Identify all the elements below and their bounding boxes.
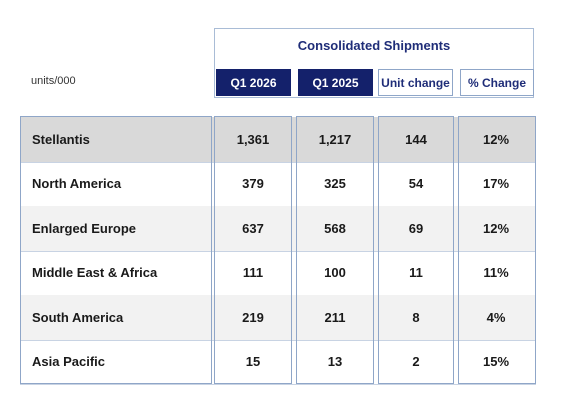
table-cell: 54 [408, 176, 424, 191]
table-cell: 637 [242, 220, 264, 236]
unit-change-column-frame [378, 116, 454, 384]
table-cell: 111 [242, 265, 264, 280]
table-cell: 11% [483, 265, 509, 280]
consolidated-shipments-header-box [214, 28, 534, 98]
table-cell: 4% [486, 309, 506, 325]
row-background [20, 295, 536, 340]
row-divider [20, 384, 536, 385]
consolidated-shipments-title: Consolidated Shipments [297, 38, 451, 53]
table-cell: 15 [245, 354, 261, 369]
table-row-label: Stellantis [32, 131, 90, 147]
table-cell: 1,361 [236, 131, 270, 147]
q1-2026-column-frame [214, 116, 292, 384]
row-background [20, 117, 536, 162]
table-cell: 325 [324, 176, 346, 191]
table-cell: 8 [412, 309, 420, 325]
table-cell: 379 [242, 176, 264, 191]
table-cell: 13 [327, 354, 343, 369]
table-row-label: South America [32, 309, 124, 325]
column-header-percent-change: % Change [460, 69, 534, 96]
table-cell: 568 [324, 220, 346, 236]
table-cell: 144 [405, 131, 427, 147]
row-background [20, 206, 536, 251]
table-cell: 2 [412, 354, 420, 369]
table-cell: 15% [482, 354, 510, 369]
units-label: units/000 [31, 75, 76, 87]
table-row-label: Asia Pacific [32, 354, 105, 369]
table-cell: 12% [482, 131, 510, 147]
column-header-unit-change: Unit change [378, 69, 453, 96]
table-row-label: North America [32, 176, 122, 191]
column-header-q1-2025: Q1 2025 [298, 69, 373, 96]
label-column-frame [20, 116, 212, 384]
table-row-label: Enlarged Europe [32, 220, 137, 236]
table-cell: 11 [409, 265, 423, 280]
table-cell: 1,217 [318, 131, 352, 147]
table-cell: 12% [482, 220, 510, 236]
table-cell: 219 [242, 309, 264, 325]
table-cell: 211 [324, 309, 346, 325]
column-header-q1-2026: Q1 2026 [216, 69, 291, 96]
table-cell: 69 [408, 220, 424, 236]
table-cell: 100 [324, 265, 346, 280]
q1-2025-column-frame [296, 116, 374, 384]
row-divider [20, 339, 536, 341]
row-divider [20, 161, 536, 163]
table-row-label: Middle East & Africa [32, 265, 158, 280]
table-cell: 17% [482, 176, 510, 191]
percent-change-column-frame [458, 116, 536, 384]
row-divider [20, 250, 536, 252]
